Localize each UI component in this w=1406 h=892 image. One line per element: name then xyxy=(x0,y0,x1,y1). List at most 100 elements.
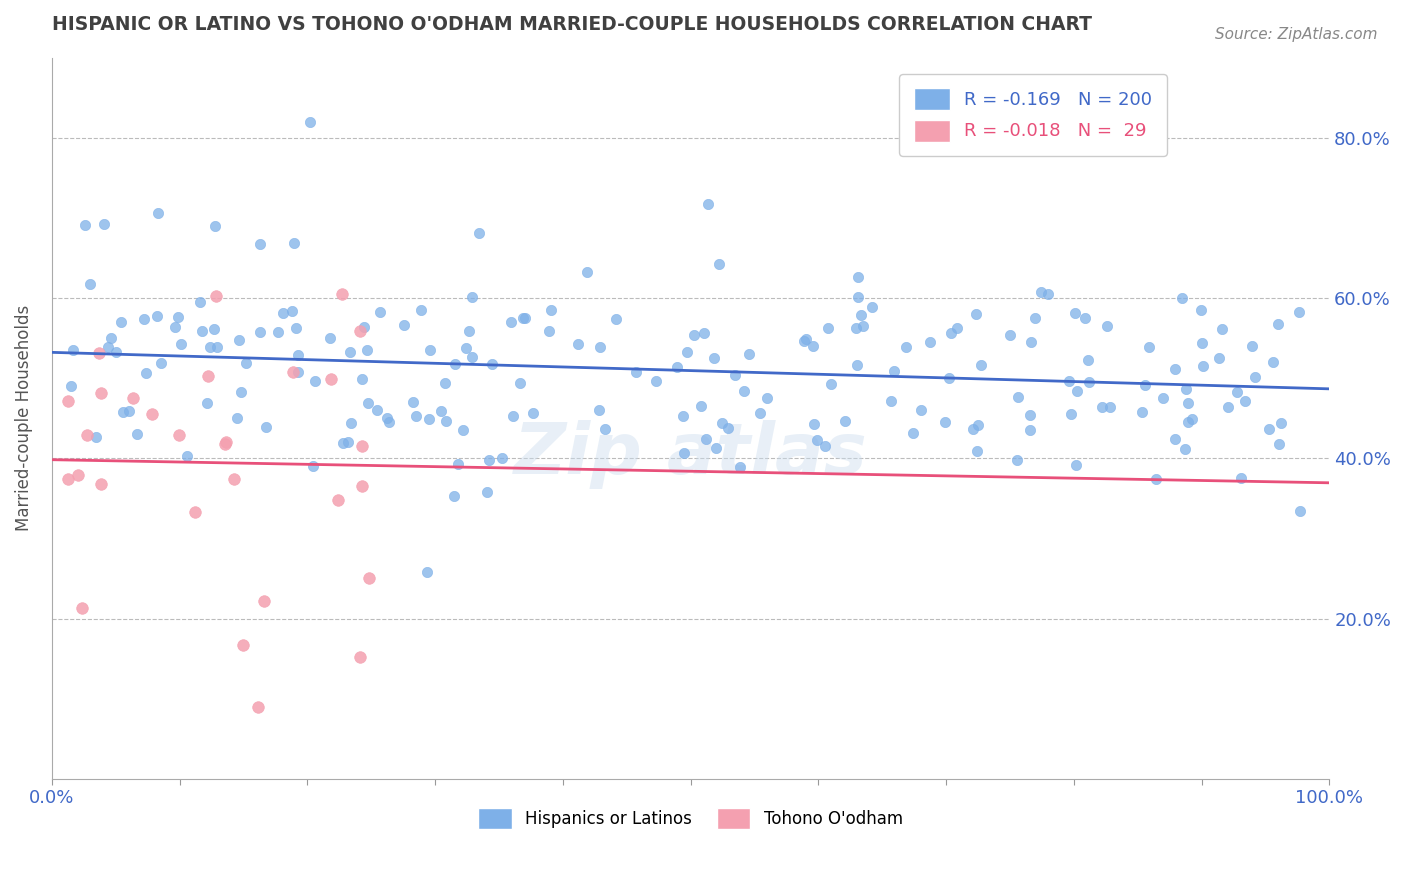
Point xyxy=(676,345,699,359)
Point xyxy=(501,315,523,329)
Point xyxy=(1177,396,1199,410)
Point xyxy=(90,386,112,401)
Point xyxy=(1226,384,1249,399)
Point xyxy=(443,357,465,371)
Point xyxy=(451,423,474,437)
Point xyxy=(90,476,112,491)
Text: Source: ZipAtlas.com: Source: ZipAtlas.com xyxy=(1215,27,1378,42)
Point xyxy=(232,638,254,652)
Point xyxy=(851,308,873,322)
Point xyxy=(502,409,524,423)
Point xyxy=(97,340,120,354)
Point xyxy=(738,347,761,361)
Point xyxy=(695,432,717,446)
Point xyxy=(1060,407,1083,421)
Point xyxy=(939,326,962,340)
Point xyxy=(1029,285,1052,299)
Point xyxy=(302,458,325,473)
Point xyxy=(697,196,720,211)
Point xyxy=(198,340,221,354)
Point xyxy=(512,310,534,325)
Point xyxy=(491,451,513,466)
Point xyxy=(197,369,219,384)
Point xyxy=(188,295,211,310)
Point xyxy=(332,435,354,450)
Y-axis label: Married-couple Households: Married-couple Households xyxy=(15,305,32,532)
Point xyxy=(76,428,98,442)
Legend: Hispanics or Latinos, Tohono O'odham: Hispanics or Latinos, Tohono O'odham xyxy=(471,802,910,836)
Point xyxy=(1077,353,1099,368)
Point xyxy=(405,409,427,423)
Point xyxy=(284,321,307,335)
Point xyxy=(1267,317,1289,331)
Point xyxy=(183,504,205,518)
Point xyxy=(724,368,747,382)
Point xyxy=(229,385,252,400)
Text: HISPANIC OR LATINO VS TOHONO O'ODHAM MARRIED-COUPLE HOUSEHOLDS CORRELATION CHART: HISPANIC OR LATINO VS TOHONO O'ODHAM MAR… xyxy=(52,15,1091,34)
Point xyxy=(690,399,713,413)
Point xyxy=(458,324,481,338)
Point xyxy=(733,384,755,399)
Point xyxy=(567,336,589,351)
Point xyxy=(1192,359,1215,373)
Point xyxy=(962,421,984,435)
Point xyxy=(215,435,238,450)
Point xyxy=(204,289,226,303)
Point xyxy=(418,411,440,425)
Point xyxy=(1000,328,1022,343)
Point xyxy=(118,403,141,417)
Point xyxy=(1057,374,1080,388)
Point xyxy=(122,391,145,405)
Point xyxy=(127,426,149,441)
Point xyxy=(1064,458,1087,472)
Point xyxy=(938,371,960,385)
Point xyxy=(366,403,388,417)
Point xyxy=(934,415,956,429)
Point xyxy=(339,345,361,359)
Point xyxy=(1074,310,1097,325)
Point xyxy=(350,439,373,453)
Point xyxy=(87,346,110,360)
Point xyxy=(146,310,169,324)
Point xyxy=(224,472,246,486)
Point xyxy=(1270,417,1292,431)
Point xyxy=(1024,311,1046,326)
Point xyxy=(271,306,294,320)
Point xyxy=(1018,408,1040,422)
Point xyxy=(666,360,689,375)
Point xyxy=(340,417,363,431)
Point xyxy=(693,326,716,341)
Point xyxy=(1164,362,1187,376)
Point xyxy=(1289,504,1312,518)
Point xyxy=(326,492,349,507)
Point xyxy=(287,365,309,379)
Point xyxy=(1229,471,1251,485)
Point xyxy=(1189,302,1212,317)
Point xyxy=(447,457,470,471)
Point xyxy=(169,428,191,442)
Point xyxy=(176,449,198,463)
Point xyxy=(478,453,501,467)
Point xyxy=(522,406,544,420)
Point xyxy=(481,357,503,371)
Point xyxy=(79,277,101,291)
Point xyxy=(1130,405,1153,419)
Point xyxy=(1077,375,1099,389)
Point xyxy=(434,414,457,428)
Point xyxy=(1243,369,1265,384)
Point xyxy=(756,391,779,405)
Point xyxy=(356,343,378,357)
Point xyxy=(624,366,647,380)
Point xyxy=(170,337,193,351)
Point xyxy=(287,348,309,362)
Point xyxy=(801,339,824,353)
Point xyxy=(86,430,108,444)
Text: Zip atlas: Zip atlas xyxy=(513,420,868,489)
Point xyxy=(434,376,457,391)
Point xyxy=(477,485,499,500)
Point xyxy=(589,340,612,354)
Point xyxy=(946,321,969,335)
Point xyxy=(191,324,214,338)
Point xyxy=(75,218,97,232)
Point xyxy=(460,350,482,364)
